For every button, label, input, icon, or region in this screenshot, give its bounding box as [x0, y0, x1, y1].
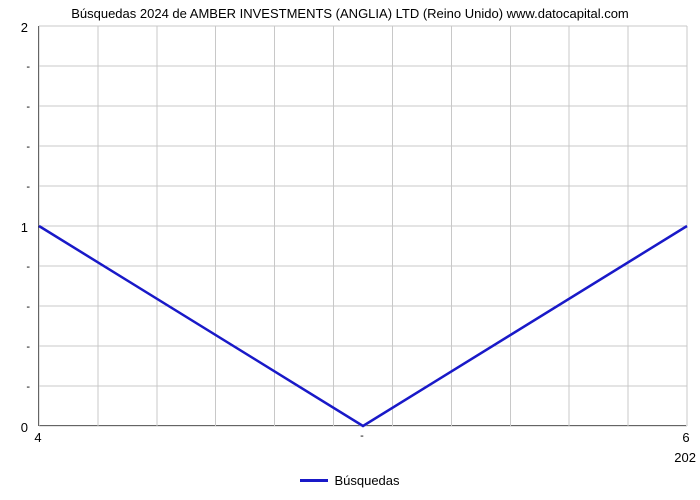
y-minor-tick: - [0, 381, 30, 393]
bottom-right-label: 202 [656, 450, 696, 465]
y-minor-tick: - [0, 341, 30, 353]
y-tick-label: 1 [0, 220, 28, 235]
x-tick-label: 6 [666, 430, 700, 445]
legend: Búsquedas [0, 470, 700, 488]
chart-container: Búsquedas 2024 de AMBER INVESTMENTS (ANG… [0, 0, 700, 500]
legend-item: Búsquedas [300, 473, 399, 488]
chart-title: Búsquedas 2024 de AMBER INVESTMENTS (ANG… [0, 6, 700, 21]
x-minor-tick: - [352, 430, 372, 442]
plot-area [38, 26, 686, 426]
y-minor-tick: - [0, 181, 30, 193]
legend-label: Búsquedas [334, 473, 399, 488]
gridlines [39, 26, 687, 426]
y-minor-tick: - [0, 141, 30, 153]
y-minor-tick: - [0, 301, 30, 313]
x-tick-label: 4 [18, 430, 58, 445]
y-minor-tick: - [0, 61, 30, 73]
y-minor-tick: - [0, 101, 30, 113]
data-series-line [39, 226, 687, 426]
y-minor-tick: - [0, 261, 30, 273]
legend-swatch [300, 479, 328, 482]
plot-svg [39, 26, 687, 426]
y-tick-label: 2 [0, 20, 28, 35]
